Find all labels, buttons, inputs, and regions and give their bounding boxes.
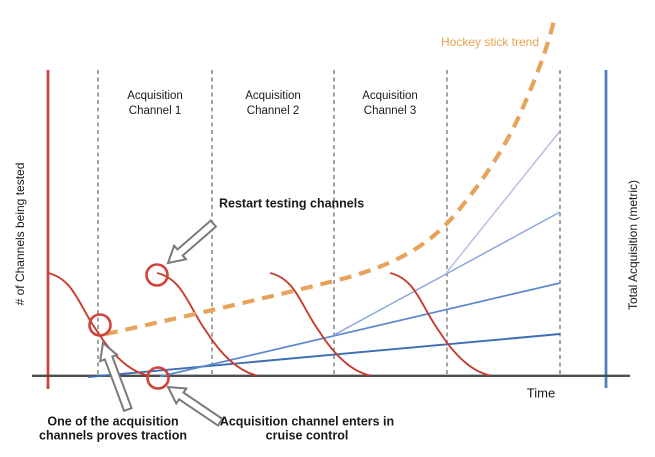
acquisition-lines [87,130,561,378]
event-markers [88,263,170,390]
restart-arrow [166,219,218,265]
traction-marker-circle [88,313,112,337]
testing-curve-2 [156,272,258,377]
restart-annotation: Restart testing channels [219,197,364,211]
cruise-control-marker-circle [146,366,170,390]
restart-marker-circle [145,263,169,287]
cruise-control-arrow [166,385,224,427]
right-y-axis-title: Total Acquisition (metric) [626,180,640,310]
cruise-control-annotation: Acquisition channel enters in cruise con… [220,415,394,443]
acquisition-line-2 [159,282,561,378]
traction-annotation: One of the acquisition channels proves t… [39,415,187,443]
testing-curves [47,272,491,377]
testing-curve-1 [47,272,149,377]
traction-annotation-line2: channels proves traction [39,429,187,443]
hockey-stick-trend-curve [105,15,558,337]
traction-annotation-line1: One of the acquisition [47,415,178,429]
channel-1-label-line2: Channel 1 [129,105,181,117]
testing-curve-3 [269,272,371,377]
acquisition-line-3 [333,211,561,336]
hockey-stick-trend-label: Hockey stick trend [441,35,539,49]
left-y-axis-title: # of Channels being tested [13,163,27,306]
cruise-control-annotation-line1: Acquisition channel enters in [220,415,394,429]
channel-3-label-line1: Acquisition [362,90,418,102]
band-labels: Acquisition Channel 1 Acquisition Channe… [127,90,418,117]
channel-2-label-line1: Acquisition [245,90,301,102]
channel-3-label-line2: Channel 3 [364,105,416,117]
channel-2-label-line2: Channel 2 [247,105,299,117]
cruise-control-annotation-line2: cruise control [266,429,349,443]
x-axis-title: Time [527,386,555,401]
channel-1-label-line1: Acquisition [127,90,183,102]
testing-curve-4 [389,272,491,377]
traction-arrow [98,341,133,413]
annotation-arrows [98,219,224,427]
acquisition-line-4 [446,130,561,273]
acquisition-line-1 [87,333,561,378]
